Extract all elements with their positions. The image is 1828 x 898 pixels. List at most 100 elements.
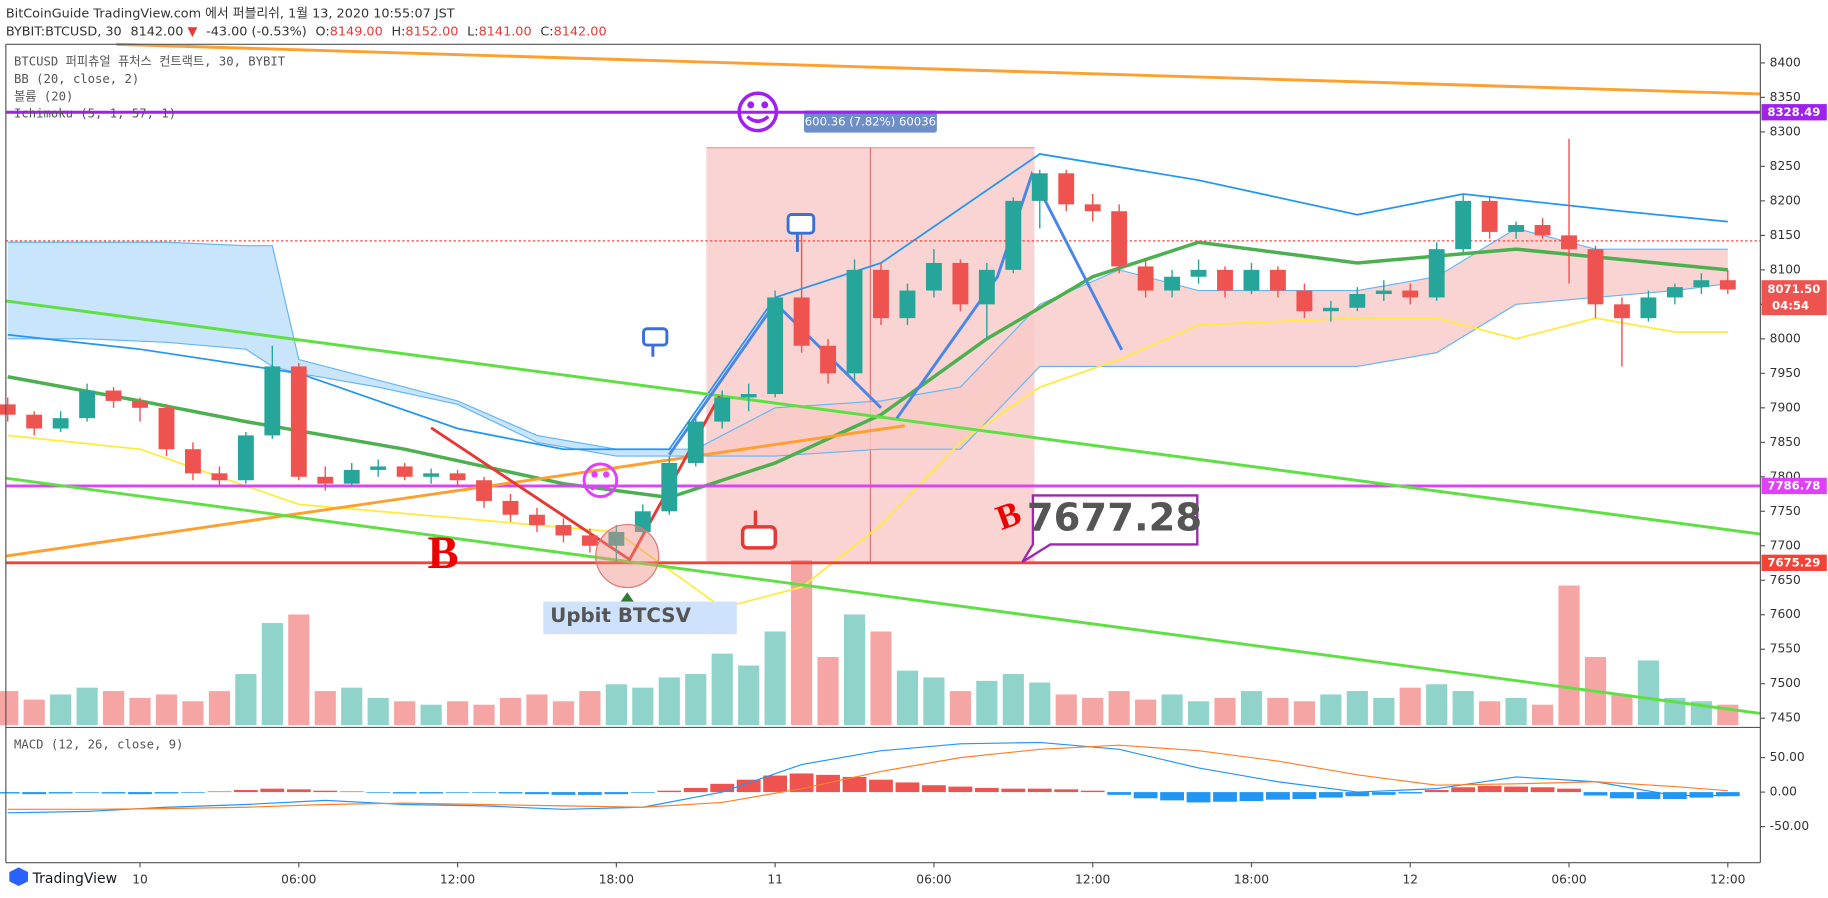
y-tick-label: 50.00 (1770, 750, 1805, 764)
ohlc-name: L: (467, 24, 478, 39)
volume-bar (235, 674, 257, 726)
price-tag-label: 8071.50 (1767, 282, 1820, 296)
y-tick-label: 8000 (1770, 331, 1801, 345)
legend-macd: MACD (12, 26, close, 9) (14, 737, 183, 751)
volume-bar (685, 674, 707, 726)
volume-bar (1214, 697, 1236, 726)
candle-body (185, 449, 201, 474)
price-tag (1761, 280, 1827, 316)
y-tick-label: 7850 (1770, 435, 1801, 449)
cloud-edge (695, 227, 1728, 450)
candle-body (555, 525, 572, 536)
candle-body (1534, 225, 1551, 236)
volume-bar (341, 687, 363, 726)
x-tick-label: 06:00 (1551, 873, 1586, 887)
volume-bar (1664, 697, 1686, 726)
candle-body (476, 480, 492, 501)
candle-body (978, 269, 995, 305)
candle-body (899, 290, 916, 319)
volume-bar (1240, 691, 1263, 726)
label-box (543, 601, 737, 635)
legend-ichimoku: Ichimoku (5, 1, 57, 1) (14, 107, 176, 121)
volume-bar (949, 691, 971, 726)
cloud-edge (7, 241, 696, 450)
macd-bar (181, 792, 205, 793)
ohlc-value: 8141.00 (479, 24, 532, 39)
volume-bar (1426, 684, 1448, 726)
x-tick-label: 18:00 (599, 873, 634, 887)
measure-label: 600.36 (7.82%) 60036 (805, 115, 936, 129)
volume-bar (1108, 691, 1130, 726)
volume-bar (843, 614, 866, 726)
macd-bar (1001, 788, 1026, 793)
volume-bar (791, 560, 813, 726)
candle-body (211, 473, 228, 481)
volume-bar (1293, 701, 1315, 726)
volume-bar (817, 657, 839, 726)
y-tick-label: 7650 (1770, 573, 1801, 587)
y-tick-label: 7750 (1770, 504, 1801, 518)
candle-body (1561, 235, 1577, 250)
candle-body (1243, 269, 1260, 291)
ohlc-value: 8149.00 (330, 24, 383, 39)
macd-bar (286, 789, 311, 793)
macd-bar (392, 792, 417, 794)
x-tick-label: 11 (767, 873, 783, 887)
callout-text: 7677.28 (1027, 495, 1202, 540)
macd-bar (657, 790, 682, 793)
volume-bar (367, 697, 389, 726)
candle-body (449, 473, 466, 481)
candle-body (502, 500, 519, 515)
y-tick-label: 7700 (1770, 538, 1801, 552)
macd-bar (1610, 792, 1634, 799)
candle-body (1587, 249, 1604, 305)
candle-body (1269, 269, 1286, 291)
indicator-line (7, 317, 1728, 609)
macd-bar (419, 792, 444, 794)
volume-bar (1187, 701, 1210, 726)
candle-body (1455, 200, 1472, 250)
candle-body (132, 400, 148, 408)
volume-bar (896, 670, 919, 726)
y-tick-label: 8350 (1770, 90, 1801, 104)
x-tick-label: 06:00 (916, 873, 951, 887)
volume-bar (208, 691, 230, 726)
annotation-text: Upbit BTCSV (550, 604, 691, 627)
macd-bar (895, 782, 920, 793)
legend-volume: 볼륨 (20) (14, 89, 73, 103)
macd-bar (1027, 788, 1052, 793)
macd-bar (1080, 790, 1105, 793)
volume-bar (0, 691, 19, 726)
ohlc-name: C: (540, 24, 553, 39)
symbol-line: BYBIT:BTCUSD, 30 8142.00 ▼ -43.00 (-0.53… (6, 24, 607, 39)
hand-icon (642, 213, 816, 357)
annotations: Upbit BTCSV B B 7677.28 TradingView (9, 91, 1202, 887)
candle-body (1508, 225, 1525, 232)
y-tick-label: 7900 (1770, 400, 1801, 414)
macd-bar (22, 792, 47, 795)
y-tick-label: 7450 (1770, 711, 1801, 725)
trend-line (5, 424, 906, 558)
macd-bar (1186, 792, 1211, 803)
candle-body (79, 390, 96, 419)
macd-bar (710, 783, 735, 793)
volume-bar (473, 704, 495, 726)
candle-body (767, 297, 784, 395)
candle-body (1428, 249, 1445, 298)
macd-line (7, 744, 1728, 810)
y-tick-label: 0.00 (1770, 785, 1797, 799)
volume-bar (1082, 697, 1104, 726)
macd-bar (1583, 792, 1608, 796)
volume-bar (1637, 660, 1660, 726)
volume-bar (1002, 674, 1024, 726)
macd-bar (1239, 792, 1264, 802)
x-tick-label: 06:00 (281, 873, 316, 887)
cloud (695, 228, 1728, 457)
macd-bar (1345, 792, 1370, 797)
volume-bar (102, 691, 125, 726)
ohlc-value: 8152.00 (405, 24, 458, 39)
macd-bar (1107, 792, 1132, 795)
candle-body (1031, 173, 1048, 201)
candle-body (1190, 269, 1207, 277)
legend-bb: BB (20, close, 2) (14, 72, 139, 86)
